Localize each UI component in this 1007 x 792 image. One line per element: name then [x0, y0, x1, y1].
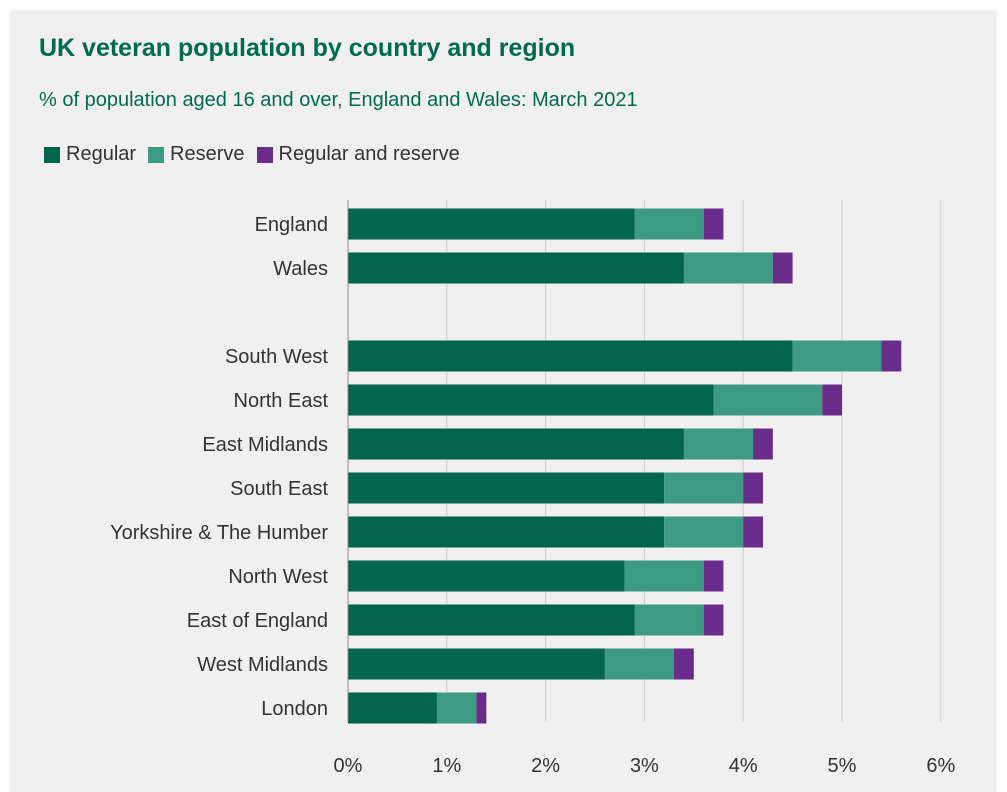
bar-segment [674, 648, 694, 680]
bar-segment [792, 340, 882, 372]
x-tick-label: 3% [630, 755, 659, 777]
chart-subtitle: % of population aged 16 and over, Englan… [39, 89, 638, 111]
category-label: West Midlands [197, 654, 328, 676]
category-label: North West [228, 566, 328, 588]
bar-segment [881, 340, 902, 372]
category-label: East of England [187, 610, 328, 632]
chart-title: UK veteran population by country and reg… [39, 34, 576, 62]
legend-item-regular: Regular [44, 143, 136, 166]
bar-segment [683, 428, 754, 460]
legend-swatch-regular-and-reserve [256, 146, 273, 163]
bar-segment [703, 208, 724, 240]
bar-segment [348, 472, 665, 504]
bar-segment [664, 516, 744, 548]
category-label: South East [230, 478, 328, 500]
legend-swatch-reserve [148, 146, 165, 163]
bar-segment [703, 560, 724, 592]
bar-segment [634, 208, 704, 240]
bar-segment [664, 472, 744, 504]
bar-segment [348, 692, 437, 724]
legend-item-reserve: Reserve [148, 143, 245, 166]
bar-segment [348, 384, 714, 416]
bar-segment [743, 516, 763, 548]
legend-label-regular: Regular [66, 143, 137, 165]
bar-segment [634, 604, 704, 636]
bar-segment [348, 428, 684, 460]
bar-segment [348, 516, 665, 548]
category-label: Yorkshire & The Humber [110, 522, 328, 544]
bar-segment [348, 252, 684, 284]
chart-legend: Regular Reserve Regular and reserve [44, 143, 472, 166]
bar-segment [743, 472, 763, 504]
category-label: England [255, 214, 328, 236]
bar-segment [772, 252, 793, 284]
x-tick-label: 4% [729, 755, 758, 777]
category-label: East Midlands [202, 434, 328, 456]
x-tick-label: 5% [828, 755, 857, 777]
category-label: London [261, 698, 328, 720]
legend-item-regular-and-reserve: Regular and reserve [256, 143, 460, 166]
x-tick-label: 2% [531, 755, 560, 777]
bar-segment [753, 428, 773, 460]
x-tick-label: 6% [926, 755, 955, 777]
bar-segment [624, 560, 704, 592]
bar-segment [348, 560, 625, 592]
category-label: Wales [273, 258, 328, 280]
bar-segment [348, 648, 605, 680]
bar-segment [683, 252, 773, 284]
legend-label-regular-and-reserve: Regular and reserve [278, 143, 460, 165]
bar-segment [703, 604, 724, 636]
x-tick-label: 1% [432, 755, 461, 777]
bar-segment [713, 384, 823, 416]
x-tick-label: 0% [334, 755, 363, 777]
legend-swatch-regular [44, 146, 60, 163]
bar-segment [436, 692, 477, 724]
bar-segment [604, 648, 675, 680]
bar-segment [348, 208, 635, 240]
category-label: South West [225, 346, 328, 368]
legend-label-reserve: Reserve [170, 143, 245, 165]
bar-segment [348, 340, 793, 372]
bar-segment [476, 692, 487, 724]
bar-segment [348, 604, 635, 636]
category-label: North East [234, 390, 329, 412]
bar-segment [822, 384, 842, 416]
